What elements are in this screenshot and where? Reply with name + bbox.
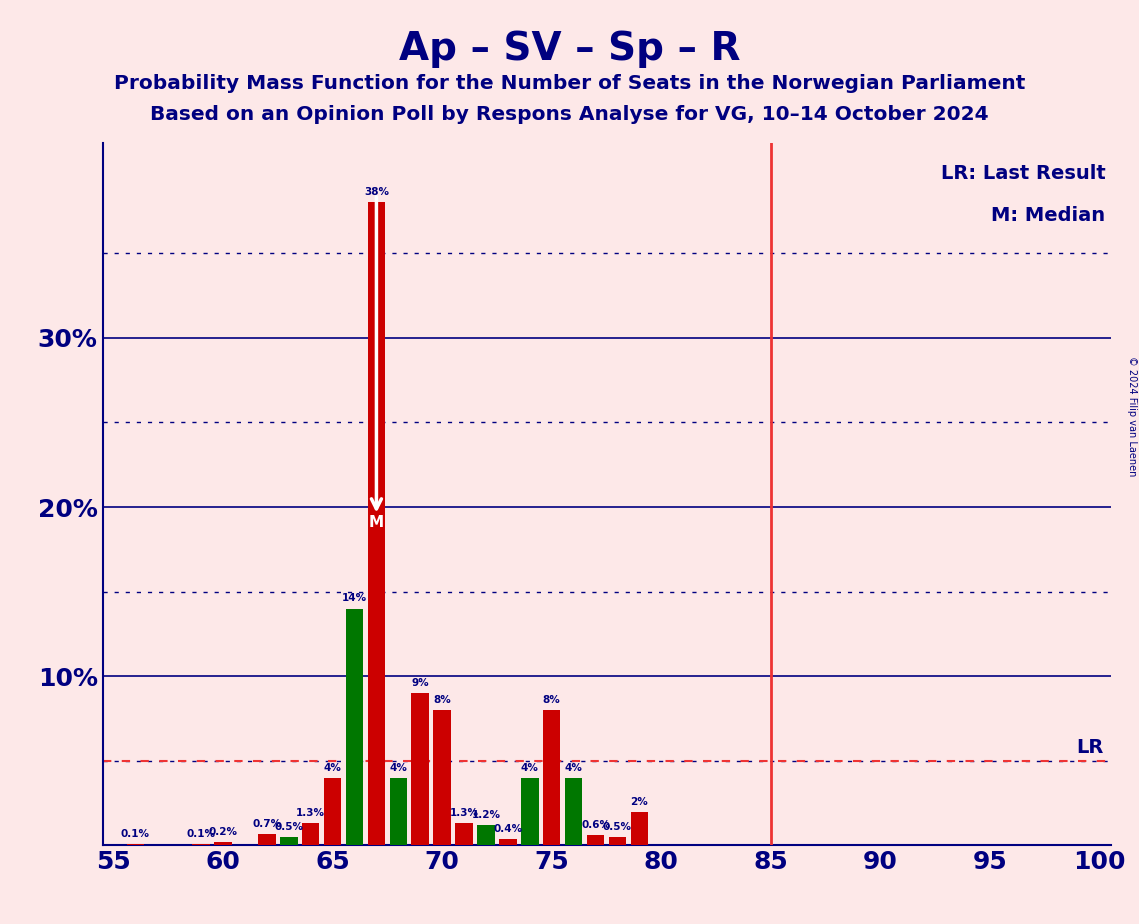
Text: 8%: 8% xyxy=(433,695,451,705)
Bar xyxy=(302,823,319,845)
Text: M: Median: M: Median xyxy=(991,206,1106,225)
Text: M: M xyxy=(369,516,384,530)
Text: 0.4%: 0.4% xyxy=(493,823,523,833)
Text: 14%: 14% xyxy=(342,593,367,603)
Bar xyxy=(631,811,648,845)
Bar xyxy=(214,842,232,845)
Text: 4%: 4% xyxy=(390,762,408,772)
Bar xyxy=(521,778,539,845)
Text: 4%: 4% xyxy=(323,762,342,772)
Bar xyxy=(587,835,605,845)
Text: 8%: 8% xyxy=(543,695,560,705)
Bar xyxy=(368,202,385,845)
Text: 0.5%: 0.5% xyxy=(603,822,632,832)
Text: 0.1%: 0.1% xyxy=(187,829,215,839)
Bar xyxy=(259,833,276,845)
Text: © 2024 Filip van Laenen: © 2024 Filip van Laenen xyxy=(1126,356,1137,476)
Bar xyxy=(477,825,494,845)
Bar xyxy=(192,844,210,845)
Text: 2%: 2% xyxy=(631,796,648,807)
Text: 4%: 4% xyxy=(521,762,539,772)
Bar xyxy=(434,710,451,845)
Text: 4%: 4% xyxy=(565,762,582,772)
Bar xyxy=(608,837,626,845)
Text: 0.2%: 0.2% xyxy=(208,827,238,837)
Bar xyxy=(346,609,363,845)
Bar xyxy=(456,823,473,845)
Text: 0.6%: 0.6% xyxy=(581,821,611,831)
Text: LR: Last Result: LR: Last Result xyxy=(941,164,1106,183)
Text: 1.3%: 1.3% xyxy=(450,808,478,819)
Bar xyxy=(280,837,297,845)
Text: 38%: 38% xyxy=(364,188,388,198)
Bar xyxy=(499,839,517,845)
Bar xyxy=(323,778,342,845)
Text: 0.1%: 0.1% xyxy=(121,829,150,839)
Bar xyxy=(390,778,407,845)
Bar xyxy=(543,710,560,845)
Text: Ap – SV – Sp – R: Ap – SV – Sp – R xyxy=(399,30,740,67)
Bar xyxy=(565,778,582,845)
Text: Probability Mass Function for the Number of Seats in the Norwegian Parliament: Probability Mass Function for the Number… xyxy=(114,74,1025,93)
Text: 0.7%: 0.7% xyxy=(253,819,281,829)
Text: LR: LR xyxy=(1076,738,1104,758)
Bar xyxy=(411,693,429,845)
Text: 1.3%: 1.3% xyxy=(296,808,326,819)
Text: 0.5%: 0.5% xyxy=(274,822,303,832)
Bar xyxy=(126,844,145,845)
Text: 1.2%: 1.2% xyxy=(472,810,500,821)
Text: Based on an Opinion Poll by Respons Analyse for VG, 10–14 October 2024: Based on an Opinion Poll by Respons Anal… xyxy=(150,105,989,125)
Text: 9%: 9% xyxy=(411,678,429,688)
